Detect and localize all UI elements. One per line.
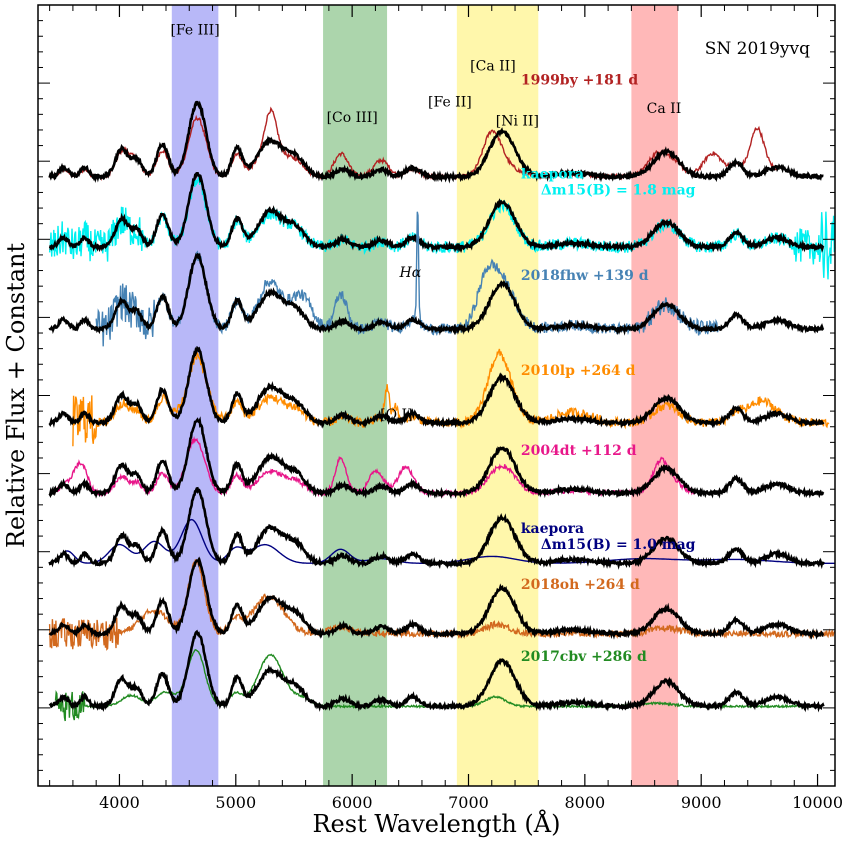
axes: 4000 5000 6000 7000 8000 9000 10000 Rest Wavele…: [2, 4, 843, 838]
feature-label-4: [Ni II]: [496, 113, 539, 129]
feature-label-7: [O I]: [380, 407, 412, 423]
series-label-2-0: 2018fhw +139 d: [521, 268, 649, 284]
series-label-0-0: 1999by +181 d: [521, 73, 639, 89]
x-axis-title: Rest Wavelength (Å): [312, 809, 560, 838]
sn2019yvq-line-6: [48, 556, 825, 640]
series-label-4-0: 2004dt +112 d: [521, 443, 637, 459]
x-tick-label-3: 7000: [448, 793, 489, 812]
sn2019yvq-line-2: [48, 252, 825, 336]
series-label-7-0: 2017cbv +286 d: [521, 649, 647, 665]
series-label-1-1: Δm15(B) = 1.8 mag: [541, 182, 696, 198]
sn2019yvq-line-7: [48, 629, 825, 713]
shaded-bands: [171, 5, 678, 786]
series-label-5-0: kaepora: [521, 521, 584, 537]
sn2019yvq-line-4: [48, 416, 825, 500]
chart-title: SN 2019yvq: [705, 39, 810, 59]
feature-label-5: Ca II: [647, 101, 682, 117]
series-label-5-1: Δm15(B) = 1.0 mag: [541, 537, 696, 553]
sn2019yvq-line-0: [48, 100, 824, 184]
feature-label-1: [Co III]: [327, 110, 378, 126]
sn2019yvq-line-1: [48, 171, 825, 253]
series-label-6-0: 2018oh +264 d: [521, 577, 640, 593]
feature-label-2: [Ca II]: [470, 59, 516, 75]
plot-frame: [37, 4, 836, 787]
series-label-3-0: 2010lp +264 d: [521, 363, 636, 379]
x-tick-label-1: 5000: [215, 793, 256, 812]
y-axis-title: Relative Flux + Constant: [2, 242, 30, 548]
feature-label-0: [Fe III]: [170, 23, 219, 39]
x-tick-label-2: 6000: [332, 793, 373, 812]
series-label-1-0: kaepora: [521, 166, 584, 182]
feature-labels: [Fe III] [Co III] [Ca II] [Fe II] [Ni II] Ca …: [170, 23, 681, 423]
x-tick-label-5: 9000: [681, 793, 722, 812]
feature-label-3: [Fe II]: [428, 95, 472, 111]
sn2019yvq-line-5: [48, 486, 825, 570]
x-tick-label-4: 8000: [564, 793, 605, 812]
series-line-4: [49, 436, 696, 498]
band-3: [631, 5, 678, 786]
band-1: [323, 5, 388, 786]
x-tick-label-6: 10000: [792, 793, 843, 812]
spectra-series: [48, 100, 836, 722]
feature-label-6: Hα: [398, 265, 421, 281]
sn2019yvq-line-3: [48, 345, 825, 429]
x-tick-label-0: 4000: [99, 793, 140, 812]
